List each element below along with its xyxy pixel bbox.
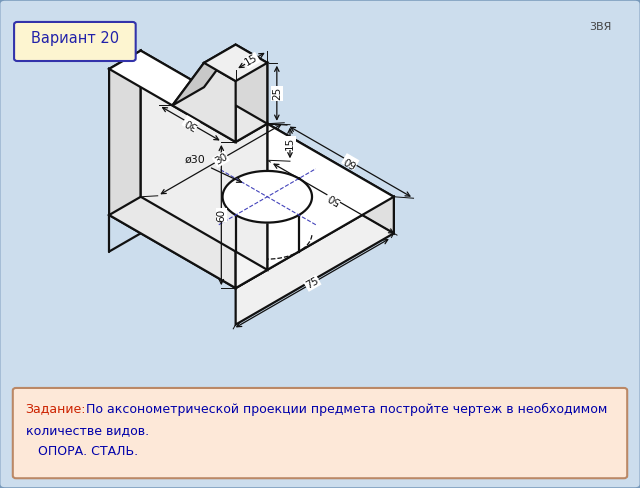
Polygon shape xyxy=(172,63,236,142)
Polygon shape xyxy=(236,197,394,325)
Text: 50: 50 xyxy=(326,191,342,206)
Text: 15: 15 xyxy=(243,53,260,68)
Polygon shape xyxy=(109,51,141,215)
Polygon shape xyxy=(141,51,268,270)
Text: По аксонометрической проекции предмета постройте чертеж в необходимом: По аксонометрической проекции предмета п… xyxy=(86,403,608,416)
Polygon shape xyxy=(172,44,236,105)
Text: 60: 60 xyxy=(342,154,358,169)
Text: 30: 30 xyxy=(212,152,229,167)
Text: Задание:: Задание: xyxy=(26,403,86,416)
Polygon shape xyxy=(204,44,268,81)
Polygon shape xyxy=(109,69,236,288)
Text: ОПОРА. СТАЛЬ.: ОПОРА. СТАЛЬ. xyxy=(26,445,138,458)
Polygon shape xyxy=(236,63,268,142)
Polygon shape xyxy=(236,123,268,288)
Polygon shape xyxy=(223,171,312,223)
Text: 25: 25 xyxy=(272,87,282,100)
Text: 15: 15 xyxy=(285,136,295,149)
Polygon shape xyxy=(204,44,268,123)
Text: ø30: ø30 xyxy=(184,155,205,165)
Text: 3ВЯ: 3ВЯ xyxy=(589,22,611,32)
Polygon shape xyxy=(109,123,394,288)
Text: Вариант 20: Вариант 20 xyxy=(31,31,119,45)
Text: 30: 30 xyxy=(182,116,199,131)
Text: количестве видов.: количестве видов. xyxy=(26,425,148,438)
Text: 60: 60 xyxy=(216,208,227,222)
Text: 75: 75 xyxy=(304,276,321,291)
Polygon shape xyxy=(109,51,268,142)
Polygon shape xyxy=(268,123,394,233)
